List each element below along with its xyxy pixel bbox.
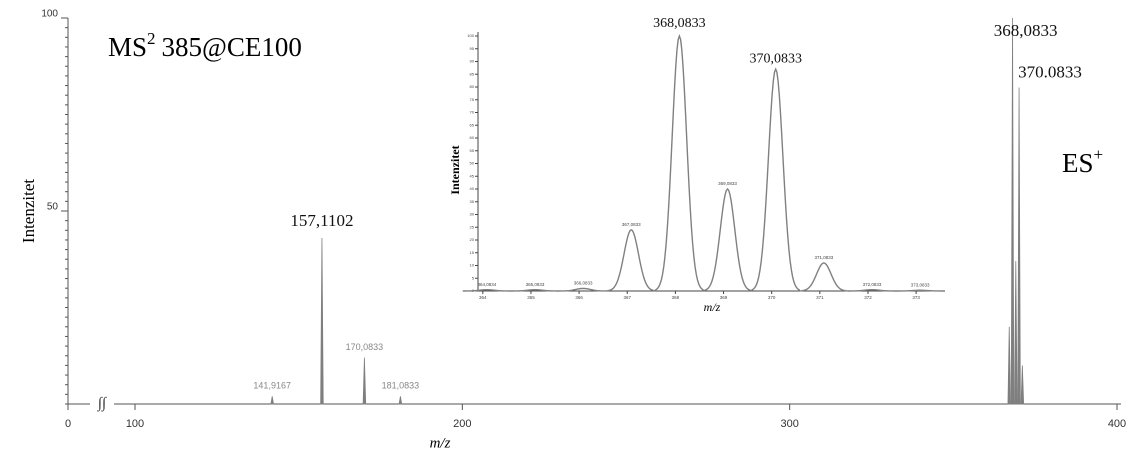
annotation-main: ES: [1062, 148, 1094, 178]
inset-x-tick-label: 371: [816, 295, 824, 300]
axis-break: ∫∫: [97, 395, 108, 411]
inset-y-tick-label: 10: [470, 263, 475, 268]
peak: [1007, 326, 1011, 405]
chart-title: MS2 385@CE100: [108, 29, 302, 62]
peak: [1020, 365, 1025, 405]
inset-peak-label: 370,0833: [749, 51, 802, 66]
inset-x-tick-label: 369: [720, 295, 728, 300]
inset-peak: [847, 289, 897, 292]
inset-peak-label: 372,0833: [863, 282, 882, 287]
inset-y-tick-label: 60: [470, 135, 475, 140]
inset-x-tick-label: 370: [768, 295, 776, 300]
inset-y-tick-label: 100: [467, 33, 474, 38]
inset-peak: [799, 262, 848, 292]
inset-peak-label: 371,0833: [814, 255, 833, 260]
inset-peak: [654, 33, 704, 291]
inset-y-tick-label: 50: [470, 161, 475, 166]
x-tick-label: 100: [126, 418, 144, 430]
peak: [270, 396, 274, 405]
inset-y-tick-label: 20: [470, 237, 475, 242]
inset-peak: [703, 187, 752, 292]
x-tick-label: 0: [65, 418, 71, 430]
inset-peak: [559, 287, 608, 292]
peak: [398, 396, 403, 405]
inset-x-tick-label: 373: [912, 295, 920, 300]
inset-x-tick-label: 364: [479, 295, 487, 300]
inset-peak: [462, 289, 511, 292]
inset-x-tick-label: 368: [672, 295, 680, 300]
annotation: ES+: [1062, 145, 1103, 178]
inset-y-tick-label: 95: [470, 46, 475, 51]
inset-y-tick-label: 75: [470, 97, 475, 102]
inset-peak-label: 366,0833: [574, 281, 593, 286]
y-axis-label: Intenzitet: [19, 179, 38, 243]
inset-peak-label: 365,0833: [526, 282, 545, 287]
inset-x-tick-label: 372: [864, 295, 872, 300]
inset-y-tick-label: 70: [470, 110, 475, 115]
inset-y-axis-label: Intenzitet: [448, 145, 462, 194]
inset-peak-label: 368,0833: [653, 16, 706, 31]
y-tick-label: 50: [47, 202, 59, 213]
annotation-superscript: +: [1094, 145, 1104, 164]
inset-x-tick-label: 366: [575, 295, 583, 300]
x-tick-label: 200: [453, 418, 471, 430]
inset-y-tick-label: 55: [470, 148, 475, 153]
inset-peak: [607, 228, 656, 292]
inset-y-tick-label: 45: [470, 173, 475, 178]
inset-y-tick-label: 25: [470, 224, 475, 229]
inset-peak: [510, 289, 560, 292]
peak-label: 370.0833: [1018, 62, 1082, 81]
inset-x-tick-label: 365: [527, 295, 535, 300]
inset-peak-label: 373,0833: [911, 282, 930, 287]
title-main: MS: [108, 32, 147, 62]
peak-label: 181,0833: [382, 381, 420, 391]
inset-peak: [751, 67, 801, 291]
inset-y-tick-label: 90: [470, 59, 475, 64]
inset-y-tick-label: 85: [470, 71, 475, 76]
inset-y-tick-label: 30: [470, 212, 475, 217]
peak-label: 170,0833: [346, 342, 384, 352]
peak-label: 141,9167: [253, 381, 291, 391]
inset-frame: [440, 12, 952, 302]
inset-y-tick-label: 40: [470, 186, 475, 191]
inset-y-tick-label: 80: [470, 84, 475, 89]
inset: Intenzitet m/z 0510152025303540455055606…: [440, 12, 952, 314]
title-superscript: 2: [147, 29, 156, 48]
y-tick-label: 100: [41, 9, 58, 20]
x-axis-label: m/z: [430, 435, 451, 451]
inset-y-tick-label: 65: [470, 122, 475, 127]
inset-y-tick-label: 35: [470, 199, 475, 204]
peak: [320, 238, 324, 405]
x-tick-label: 400: [1108, 418, 1126, 430]
x-tick-label: 300: [780, 418, 798, 430]
inset-x-tick-label: 367: [623, 295, 631, 300]
inset-y-tick-label: 5: [472, 275, 475, 280]
inset-peak: [896, 289, 945, 292]
peak: [362, 357, 367, 405]
inset-peak-label: 369,0833: [718, 181, 737, 186]
peak: [1014, 261, 1018, 405]
inset-y-tick-label: 15: [470, 250, 475, 255]
inset-x-axis-label: m/z: [704, 300, 721, 314]
inset-peak-label: 364,0834: [477, 282, 496, 287]
peak-label: 157,1102: [290, 211, 353, 230]
inset-peak-label: 367,0833: [622, 222, 641, 227]
title-suffix: 385@CE100: [162, 32, 302, 62]
peak: [1017, 87, 1021, 405]
peak: [1010, 17, 1015, 405]
peak-label: 368,0833: [994, 21, 1058, 40]
